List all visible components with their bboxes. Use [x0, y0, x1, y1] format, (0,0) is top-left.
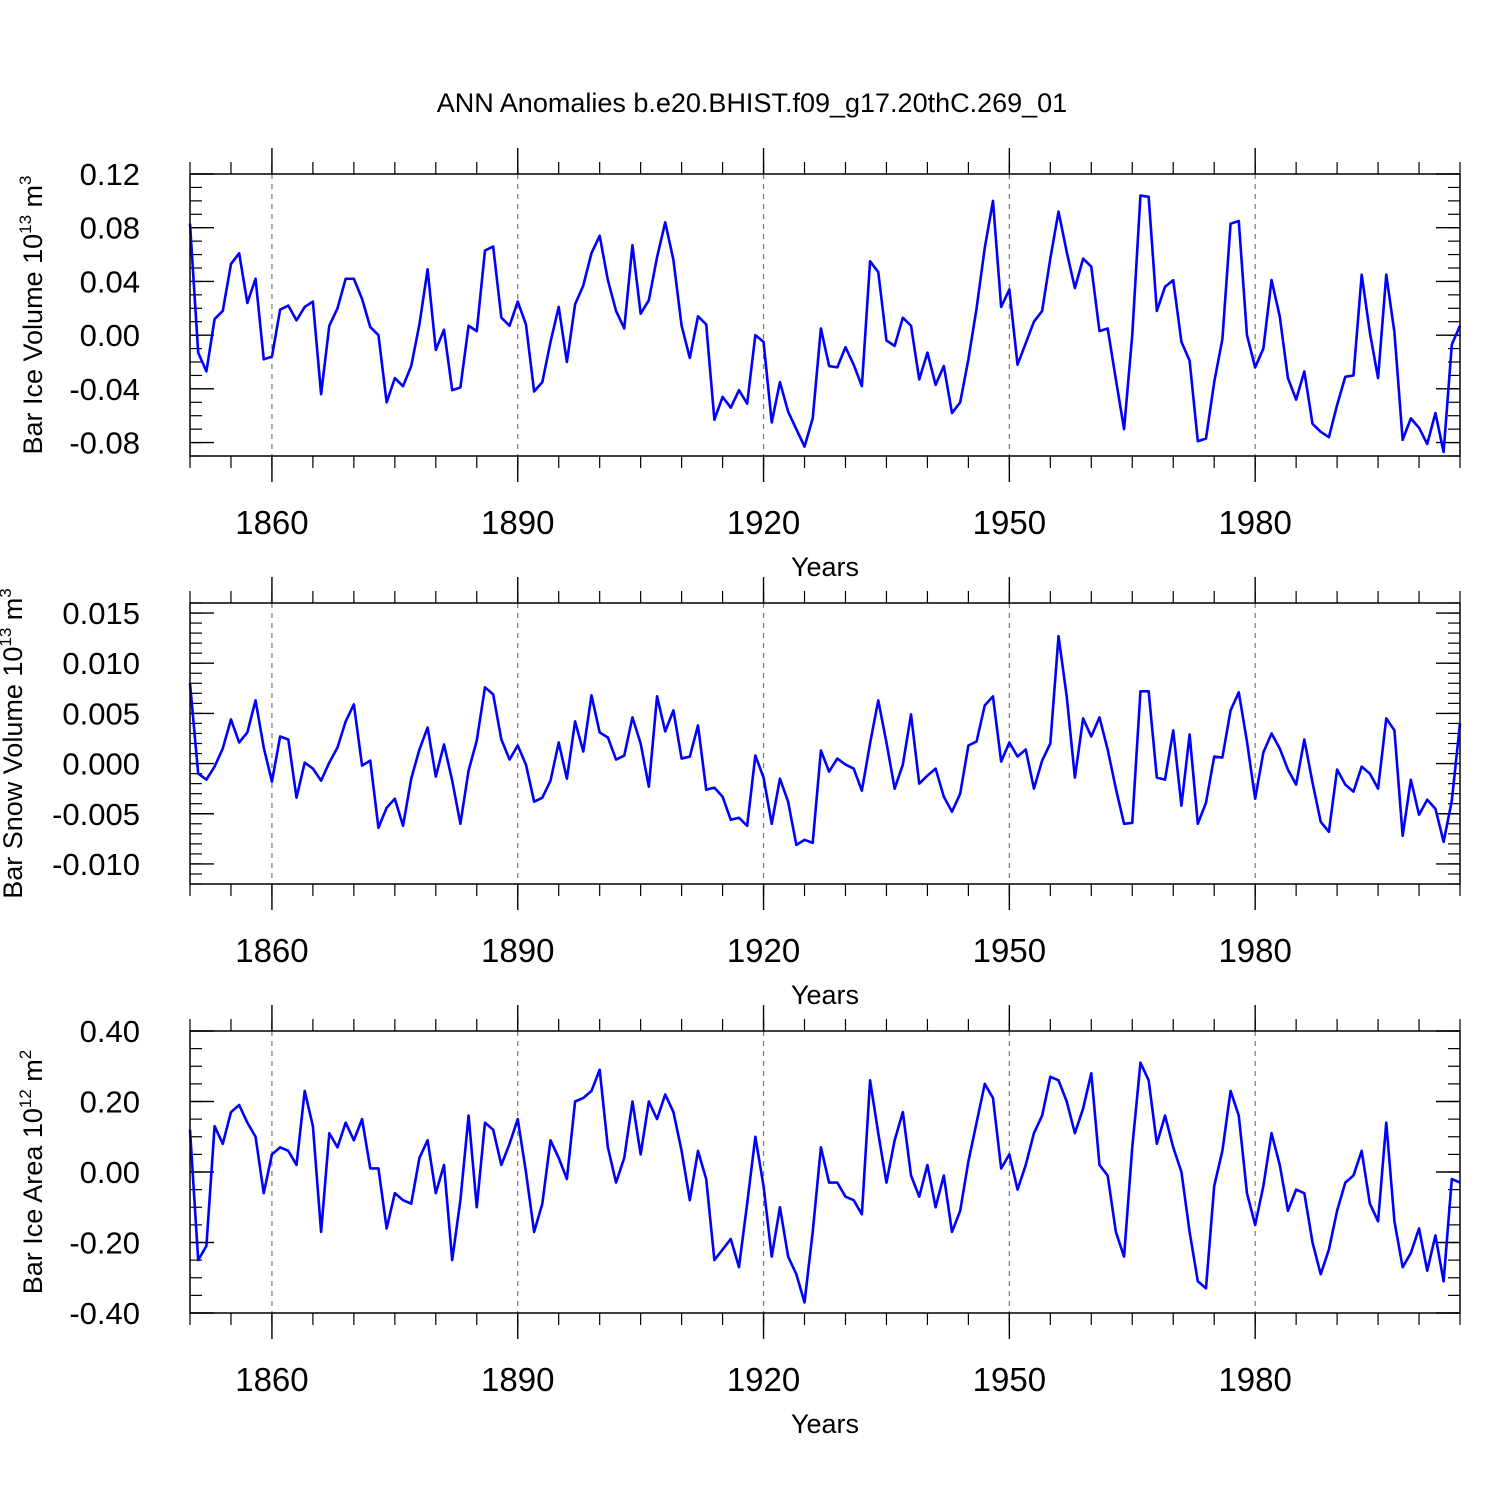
panel-3: 1860 1890 1920 1950 1980 -0.40 -0.20 0.00 0.20 0.… — [16, 1005, 1461, 1439]
x-axis-label: Years — [791, 552, 859, 582]
y-tick-label: 0.08 — [80, 211, 140, 246]
x-axis-label: Years — [791, 980, 859, 1010]
panel-1: 1860 1890 1920 1950 1980 -0.08 -0.04 0.00 0.04 0.… — [16, 148, 1462, 582]
y-tick-label: 0.00 — [80, 318, 140, 353]
plot-frame — [189, 1030, 1461, 1314]
x-tick-label: 1890 — [481, 1361, 554, 1398]
x-axis-label: Years — [791, 1409, 859, 1439]
y-tick-label: -0.04 — [69, 372, 140, 407]
y-tick-label: 0.005 — [62, 696, 140, 731]
x-tick-label: 1980 — [1218, 1361, 1291, 1398]
x-tick-label: 1860 — [235, 1361, 308, 1398]
y-tick-label: 0.010 — [62, 646, 140, 681]
x-tick-label: 1920 — [727, 1361, 800, 1398]
y-axis-label: Bar Snow Volume 1013 m3 — [0, 588, 28, 899]
y-tick-label: 0.40 — [80, 1014, 140, 1049]
x-tick-label: 1890 — [481, 504, 554, 541]
y-tick-label: 0.00 — [80, 1155, 140, 1190]
x-tick-label: 1950 — [973, 932, 1046, 969]
series-line — [188, 634, 1462, 847]
x-tick-label: 1920 — [727, 504, 800, 541]
x-tick-label: 1860 — [235, 932, 308, 969]
y-tick-label: -0.20 — [69, 1226, 140, 1261]
x-tick-label: 1950 — [973, 1361, 1046, 1398]
series-line — [188, 1061, 1461, 1304]
plot-frame — [189, 173, 1461, 457]
x-tick-label: 1980 — [1218, 504, 1291, 541]
panels: 1860 1890 1920 1950 1980 -0.08 -0.04 0.00 0.04 0.… — [0, 148, 1462, 1439]
y-tick-label: 0.015 — [62, 596, 140, 631]
y-tick-label: 0.04 — [80, 264, 140, 299]
y-tick-label: 0.000 — [62, 747, 140, 782]
y-tick-label: -0.005 — [52, 797, 140, 832]
x-tick-label: 1860 — [235, 504, 308, 541]
x-tick-label: 1920 — [727, 932, 800, 969]
y-tick-label: -0.010 — [52, 847, 140, 882]
plot-frame — [189, 602, 1461, 885]
x-tick-label: 1980 — [1218, 932, 1291, 969]
x-tick-label: 1890 — [481, 932, 554, 969]
y-axis-label: Bar Ice Area 1012 m2 — [16, 1050, 48, 1295]
y-tick-label: 0.12 — [80, 157, 140, 192]
y-tick-label: 0.20 — [80, 1085, 140, 1120]
x-tick-label: 1950 — [973, 504, 1046, 541]
panel-2: 1860 1890 1920 1950 1980 -0.010 -0.005 0.000 0.0… — [0, 577, 1462, 1010]
series-line — [188, 194, 1462, 454]
chart-title: ANN Anomalies b.e20.BHIST.f09_g17.20thC.… — [437, 88, 1067, 118]
y-tick-label: -0.08 — [69, 426, 140, 461]
y-tick-label: -0.40 — [69, 1296, 140, 1331]
y-axis-label: Bar Ice Volume 1013 m3 — [16, 175, 48, 454]
